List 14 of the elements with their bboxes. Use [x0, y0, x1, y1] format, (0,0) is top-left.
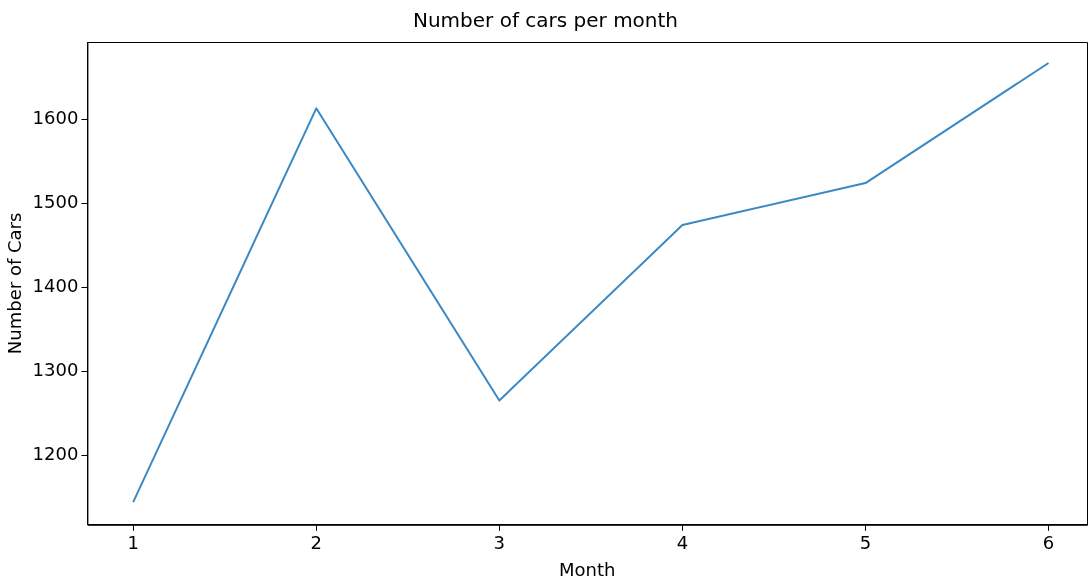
y-axis-title: Number of Cars [4, 212, 26, 355]
x-tick-label: 2 [310, 532, 322, 554]
x-tick-label: 3 [493, 532, 506, 554]
y-tick-label: 1400 [32, 274, 79, 296]
chart-title: Number of cars per month [412, 8, 679, 33]
x-axis-title: Month [558, 558, 616, 580]
y-tick-label: 1600 [32, 106, 79, 128]
y-tick-label: 1300 [32, 358, 79, 380]
y-tick-label: 1500 [32, 190, 79, 212]
x-tick-label: 6 [1042, 532, 1055, 554]
x-tick-label: 5 [859, 532, 872, 554]
y-tick-label: 1200 [32, 442, 79, 464]
x-tick-label: 4 [676, 532, 689, 554]
x-tick-label: 1 [127, 532, 139, 554]
